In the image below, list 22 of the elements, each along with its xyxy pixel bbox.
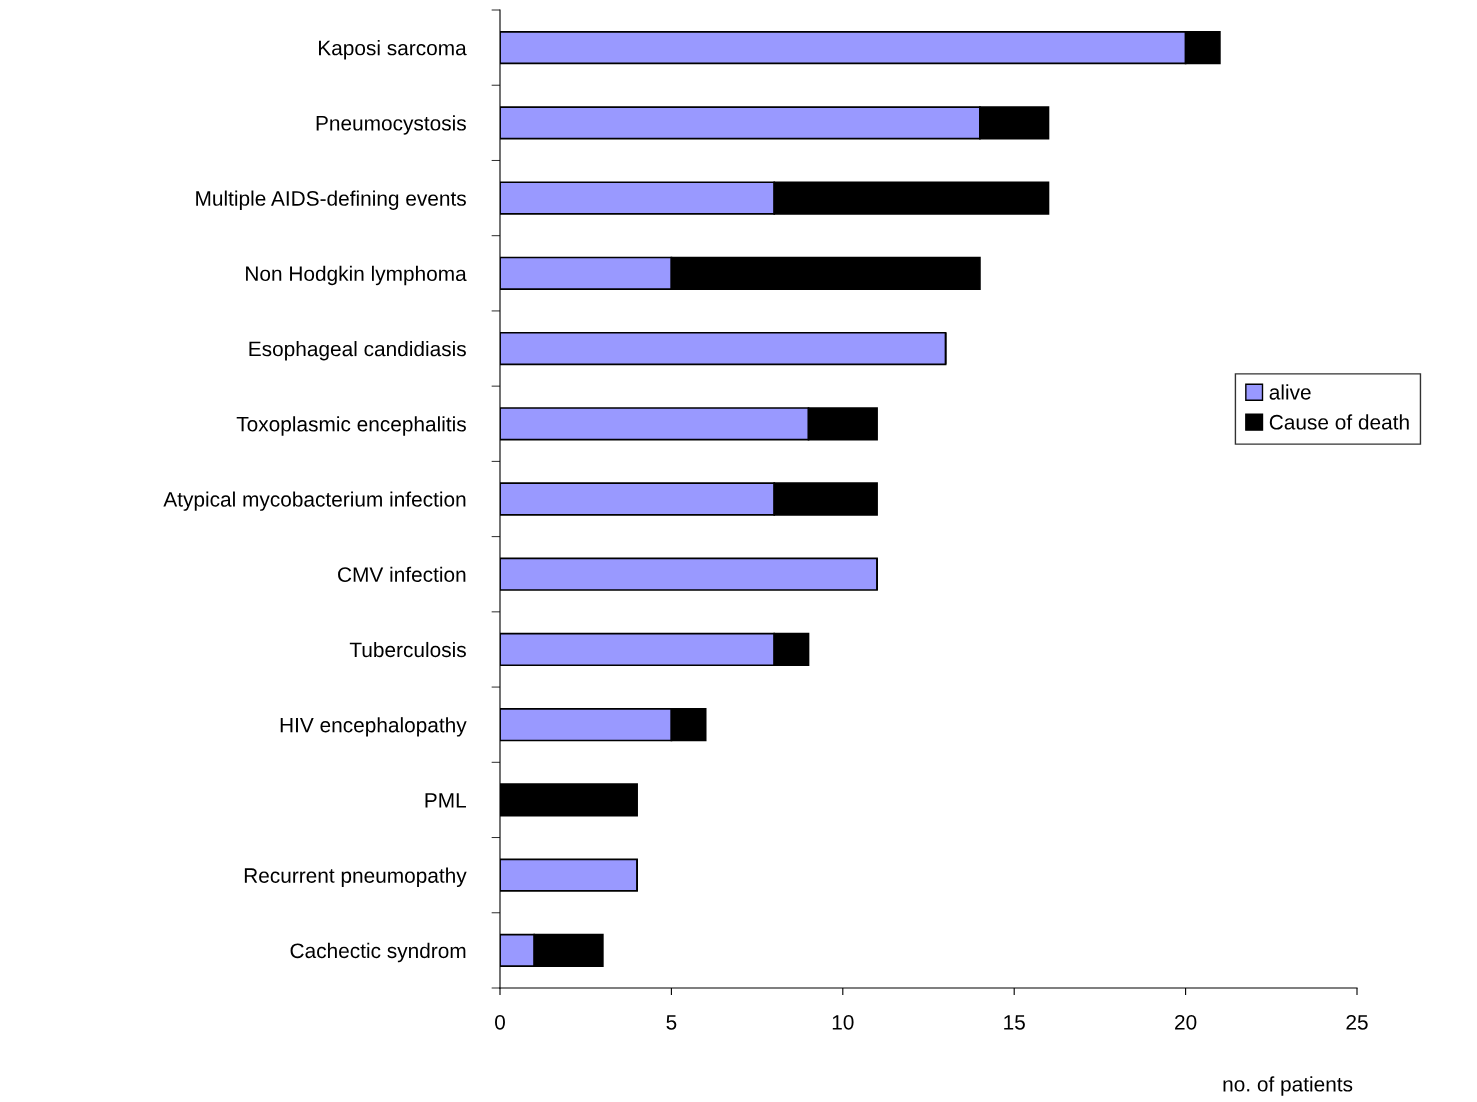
x-tick-label: 15 <box>1004 1015 1025 1030</box>
legend-label: alive <box>1269 384 1311 400</box>
y-tick-label: Recurrent pneumopathy <box>244 867 467 888</box>
y-tick-label: Atypical mycobacterium infection <box>163 491 466 511</box>
x-tick-label: 20 <box>1175 1014 1197 1030</box>
legend-label: Cause of death <box>1269 414 1409 430</box>
x-tick-label: 25 <box>1346 1014 1368 1030</box>
y-tick-label: Esophageal candidiasis <box>249 340 466 361</box>
x-tick-label: 10 <box>832 1014 854 1030</box>
x-tick-label: 5 <box>666 1015 677 1030</box>
y-tick-label: Non Hodgkin lymphoma <box>246 265 467 286</box>
y-tick-label: Toxoplasmic encephalitis <box>236 416 466 436</box>
y-tick-label: Multiple AIDS-defining events <box>196 190 466 210</box>
y-tick-label: HIV encephalopathy <box>280 717 467 737</box>
y-tick-label: Tuberculosis <box>349 641 466 658</box>
y-tick-label: Cachectic syndrom <box>290 942 466 963</box>
y-tick-label: CMV infection <box>338 566 466 582</box>
y-tick-label: Kaposi sarcoma <box>319 40 467 60</box>
x-tick-label: 0 <box>495 1014 505 1030</box>
y-tick-label: PML <box>425 793 466 808</box>
x-axis-title: no. of patients <box>1223 1076 1353 1096</box>
y-tick-label: Pneumocystosis <box>316 115 466 135</box>
